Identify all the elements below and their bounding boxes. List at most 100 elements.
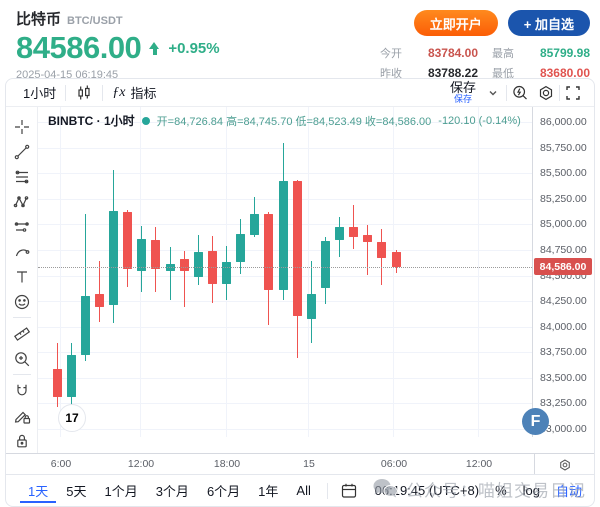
stat-label: 最高 — [492, 48, 514, 60]
candle-body — [165, 264, 175, 272]
magnet-icon[interactable] — [9, 378, 35, 403]
range-bar: 1天 5天 1个月 3个月 6个月 1年 All 06:19:45 (UTC+8) % lo… — [6, 474, 594, 506]
candle-body — [207, 251, 217, 285]
series-title[interactable]: BINBTC · 1小时 — [48, 114, 135, 128]
series-change: -120.10 (-0.14%) — [438, 114, 521, 127]
xabcd-pattern-icon[interactable] — [9, 189, 35, 214]
range-button-1天[interactable]: 1天 — [20, 478, 57, 503]
clock[interactable]: 06:19:45 (UTC+8) — [374, 483, 480, 498]
candle-body — [292, 181, 302, 317]
settings-gear-icon[interactable] — [533, 81, 559, 105]
quote-stats: 今开 83784.00 最高 85799.98 昨收 83788.22 最低 83680.00 — [380, 45, 590, 81]
time-axis[interactable]: 6:00 12:00 18:00 15 06:00 12:00 — [6, 453, 594, 475]
fx-icon: ƒx — [112, 84, 126, 100]
candle-body — [109, 211, 118, 305]
range-button-All[interactable]: All — [296, 483, 311, 498]
log-scale-toggle[interactable]: log — [522, 483, 540, 498]
quote-datetime: 2025-04-15 06:19:45 — [16, 69, 119, 81]
y-axis-label: 84,000.00 — [540, 320, 587, 333]
series-legend: BINBTC · 1小时 开=84,726.84 高=84,745.70 低=8… — [48, 112, 521, 129]
candle-body — [250, 213, 260, 236]
axis-settings-corner[interactable] — [534, 454, 594, 475]
candle-body — [151, 240, 161, 269]
range-button-1个月[interactable]: 1个月 — [104, 484, 138, 499]
ruler-icon[interactable] — [9, 321, 35, 346]
save-dropdown-button[interactable] — [480, 81, 506, 105]
y-axis-label: 85,750.00 — [540, 141, 587, 154]
candle-body — [306, 294, 316, 320]
y-axis-label: 83,750.00 — [540, 346, 587, 359]
text-icon[interactable] — [9, 264, 35, 289]
candle-wick — [169, 247, 171, 300]
candle-wick — [98, 261, 100, 322]
h-gridline — [38, 301, 532, 303]
plot-area[interactable]: BINBTC · 1小时 开=84,726.84 高=84,745.70 低=8… — [38, 107, 549, 437]
stat-label: 今开 — [380, 48, 402, 60]
candle-body — [94, 294, 104, 307]
h-gridline — [38, 377, 532, 379]
indicators-button[interactable]: ƒx 指标 — [112, 84, 157, 102]
candle-body — [123, 212, 133, 270]
change-percent: +0.95% — [168, 39, 220, 57]
candle-wick — [84, 214, 86, 362]
draw-lock-icon[interactable] — [9, 403, 35, 428]
range-button-3个月[interactable]: 3个月 — [155, 484, 189, 499]
h-gridline — [38, 429, 532, 430]
candle-body — [264, 213, 274, 291]
crosshair-icon[interactable] — [9, 114, 35, 139]
candle-body — [349, 227, 359, 238]
candlestick-icon — [78, 85, 90, 99]
lock-icon[interactable] — [9, 428, 35, 453]
tools-separator — [12, 374, 31, 375]
zoom-in-icon[interactable] — [9, 346, 35, 371]
v-gridline — [393, 107, 394, 437]
emoji-icon[interactable] — [9, 289, 35, 314]
symbol-pair: BTC/USDT — [67, 15, 123, 27]
range-button-1年[interactable]: 1年 — [258, 484, 279, 499]
candle-wick — [183, 251, 185, 307]
fullscreen-icon[interactable] — [560, 81, 586, 105]
open-account-button[interactable]: 立即开户 — [413, 10, 498, 36]
v-gridline — [308, 107, 309, 437]
range-button-6个月[interactable]: 6个月 — [206, 484, 241, 499]
last-price: 84586.00 — [16, 30, 142, 65]
fib-retracement-icon[interactable] — [9, 164, 35, 189]
candle-body — [335, 227, 344, 241]
y-axis-label: 84,250.00 — [540, 295, 587, 308]
interval-button[interactable]: 1小时 — [23, 86, 57, 101]
y-axis-label: 86,000.00 — [540, 116, 587, 128]
add-watchlist-button[interactable]: + 加自选 — [507, 10, 590, 36]
quick-search-icon[interactable] — [507, 81, 533, 105]
current-price-line — [38, 266, 532, 268]
chart-type-button[interactable] — [66, 81, 102, 105]
chart-body: BINBTC · 1小时 开=84,726.84 高=84,745.70 低=8… — [6, 107, 594, 453]
trendline-icon[interactable] — [9, 139, 35, 164]
brush-icon[interactable] — [9, 239, 35, 264]
tradingview-logo[interactable]: 17 — [58, 404, 86, 432]
candle-wick — [367, 225, 369, 276]
x-axis-label: 18:00 — [213, 458, 241, 470]
current-price-badge: 84,586.00 — [534, 258, 592, 276]
h-gridline — [38, 173, 532, 175]
candle-body — [193, 252, 203, 277]
auto-scale-toggle[interactable]: 自动 — [555, 484, 582, 499]
header: 比特币 BTC/USDT 84586.00 +0.95% 2025-04-15 … — [0, 0, 600, 81]
stat-label: 最低 — [492, 68, 514, 80]
y-axis-label: 85,250.00 — [540, 192, 587, 205]
stat-value: 83784.00 — [427, 46, 478, 60]
go-to-date-calendar-icon[interactable] — [336, 479, 362, 503]
percent-scale-toggle[interactable]: % — [495, 483, 507, 498]
toolbar-separator — [65, 84, 67, 101]
x-axis-label: 15 — [303, 458, 315, 470]
range-button-5天[interactable]: 5天 — [66, 484, 87, 499]
candle-body — [52, 368, 62, 397]
candle-body — [80, 296, 90, 355]
candle-body — [179, 258, 189, 272]
price-axis[interactable]: 86,000.00 85,750.00 85,500.00 85,250.00 85,0… — [532, 107, 592, 437]
x-axis-label: 6:00 — [50, 458, 72, 470]
long-position-icon[interactable] — [9, 214, 35, 239]
v-gridline — [140, 107, 141, 437]
candle-body — [320, 241, 330, 289]
save-button[interactable]: 保存 保存 — [449, 80, 476, 104]
chart-widget: 1小时 ƒx 指标 保存 保存 — [5, 78, 595, 507]
